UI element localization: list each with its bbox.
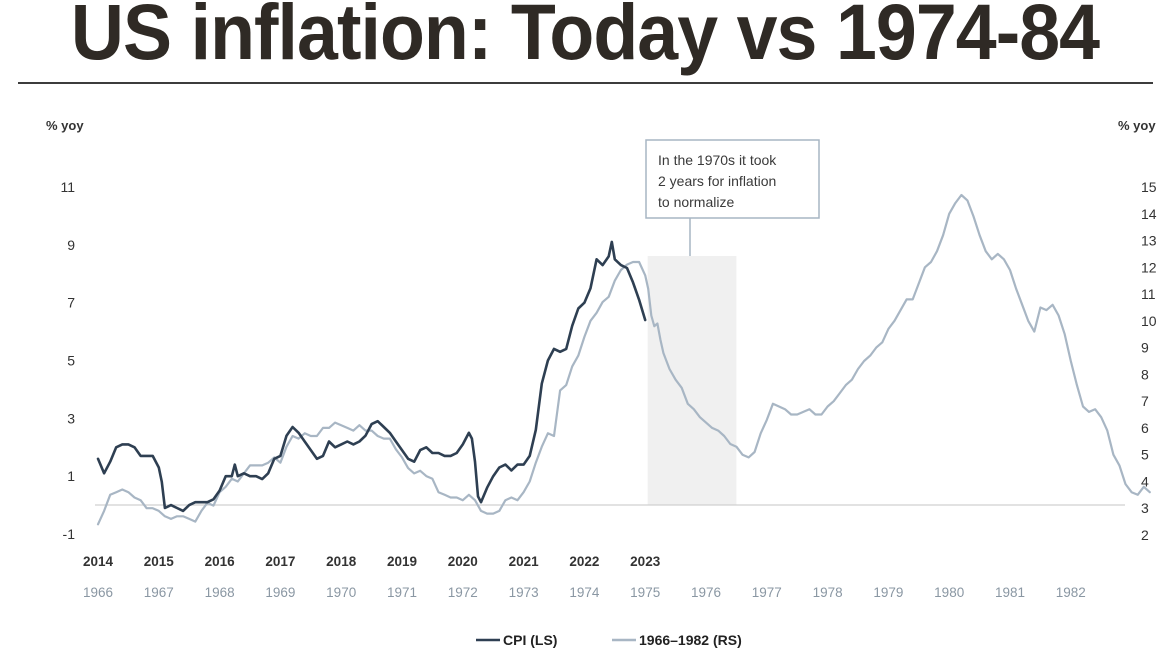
right-tick-label: 2 xyxy=(1141,527,1149,543)
left-tick-label: 1 xyxy=(67,468,75,484)
right-tick-label: 11 xyxy=(1141,286,1156,302)
right-tick-label: 9 xyxy=(1141,340,1149,356)
left-tick-label: 3 xyxy=(67,410,75,426)
shaded-period xyxy=(647,256,737,505)
x-bottom-label: 1979 xyxy=(873,585,903,600)
x-bottom-label: 1971 xyxy=(387,585,417,600)
x-bottom-label: 1976 xyxy=(691,585,721,600)
legend: CPI (LS) 1966–1982 (RS) xyxy=(476,632,742,648)
x-axis-bottom-labels: 1966 1967 1968 1969 1970 1971 1972 1973 1974 1975… xyxy=(83,585,1086,600)
left-axis-ticks: -1 1 3 5 7 9 11 xyxy=(60,179,75,542)
annotation-box xyxy=(645,139,820,219)
chart-title: US inflation: Today vs 1974-84 xyxy=(70,0,1100,76)
x-bottom-label: 1967 xyxy=(144,585,174,600)
x-top-label: 2022 xyxy=(569,554,599,569)
x-top-label: 2018 xyxy=(326,554,357,569)
right-tick-label: 3 xyxy=(1141,500,1149,516)
right-tick-label: 13 xyxy=(1141,233,1157,249)
x-bottom-label: 1978 xyxy=(813,585,843,600)
right-tick-label: 12 xyxy=(1141,259,1157,275)
x-top-label: 2020 xyxy=(448,554,478,569)
right-tick-label: 15 xyxy=(1141,179,1157,195)
left-tick-label: 7 xyxy=(67,295,75,311)
legend-label-cpi: CPI (LS) xyxy=(503,632,557,648)
right-axis-ticks: 2 3 4 5 6 7 8 9 10 11 12 13 14 15 xyxy=(1141,179,1157,543)
x-top-label: 2016 xyxy=(205,554,236,569)
annotation: In the 1970s it took 2 years for inflati… xyxy=(645,139,820,256)
x-bottom-label: 1975 xyxy=(630,585,660,600)
right-tick-label: 6 xyxy=(1141,420,1149,436)
x-bottom-label: 1972 xyxy=(448,585,478,600)
x-bottom-label: 1974 xyxy=(569,585,600,600)
shaded-region-layer xyxy=(647,256,737,505)
left-tick-label: 5 xyxy=(67,353,75,369)
annotation-line-3: to normalize xyxy=(658,194,734,210)
right-tick-label: 14 xyxy=(1141,206,1157,222)
legend-label-1966-1982: 1966–1982 (RS) xyxy=(639,632,742,648)
x-bottom-label: 1973 xyxy=(509,585,539,600)
x-axis-top-labels: 2014 2015 2016 2017 2018 2019 2020 2021 2022 2023 xyxy=(83,554,661,569)
right-tick-label: 5 xyxy=(1141,447,1149,463)
right-tick-label: 10 xyxy=(1141,313,1157,329)
x-bottom-label: 1980 xyxy=(934,585,964,600)
title-divider xyxy=(18,82,1153,84)
x-bottom-label: 1968 xyxy=(205,585,235,600)
x-bottom-label: 1982 xyxy=(1056,585,1086,600)
annotation-line-1: In the 1970s it took xyxy=(658,152,777,168)
x-top-label: 2021 xyxy=(509,554,540,569)
x-top-label: 2017 xyxy=(265,554,295,569)
x-top-label: 2019 xyxy=(387,554,417,569)
x-bottom-label: 1970 xyxy=(326,585,356,600)
x-top-label: 2014 xyxy=(83,554,114,569)
x-bottom-label: 1969 xyxy=(265,585,295,600)
x-top-label: 2015 xyxy=(144,554,175,569)
left-axis-label: % yoy xyxy=(46,118,84,133)
x-bottom-label: 1966 xyxy=(83,585,113,600)
x-top-label: 2023 xyxy=(630,554,661,569)
series-layer xyxy=(96,193,1151,526)
annotation-line-2: 2 years for inflation xyxy=(658,173,776,189)
left-tick-label: 9 xyxy=(67,237,75,253)
x-bottom-label: 1981 xyxy=(995,585,1025,600)
right-axis-label: % yoy xyxy=(1118,118,1156,133)
right-tick-label: 8 xyxy=(1141,366,1149,382)
right-tick-label: 4 xyxy=(1141,473,1149,489)
right-tick-label: 7 xyxy=(1141,393,1149,409)
series-line-cpi xyxy=(96,240,647,513)
left-tick-label: -1 xyxy=(63,526,76,542)
x-bottom-label: 1977 xyxy=(752,585,782,600)
left-tick-label: 11 xyxy=(60,179,75,195)
